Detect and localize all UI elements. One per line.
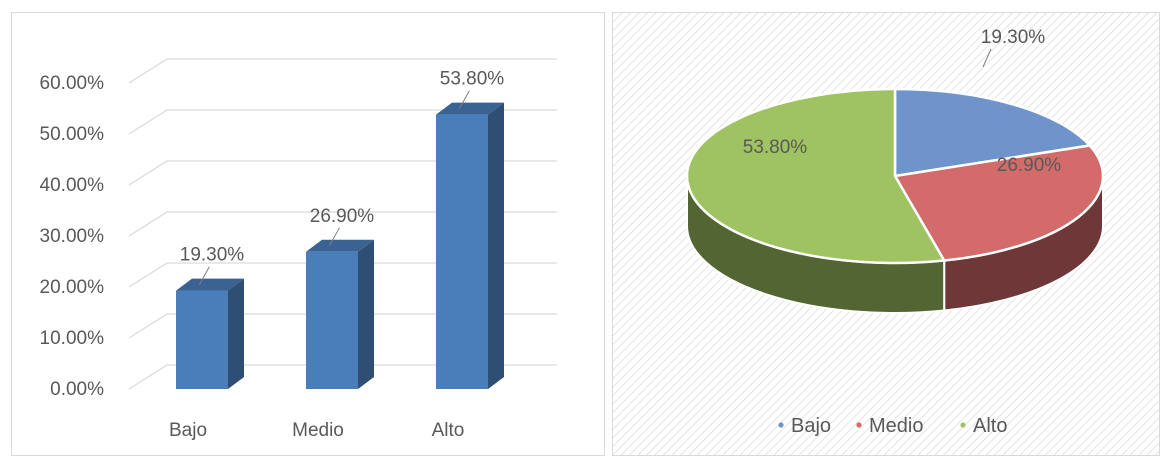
leader-line — [328, 227, 340, 247]
bar-front — [436, 114, 488, 390]
bar-alto — [436, 102, 504, 390]
bar-side — [488, 102, 504, 390]
x-tick-label: Alto — [432, 420, 465, 441]
pie-data-label: 26.90% — [997, 155, 1062, 176]
legend-label: Alto — [973, 415, 1007, 437]
legend-marker — [778, 422, 784, 428]
gridline — [128, 211, 557, 237]
x-tick-label: Medio — [292, 420, 344, 441]
x-tick-label: Bajo — [169, 420, 207, 441]
bar-side — [228, 278, 244, 389]
leader-line — [198, 266, 210, 285]
bar-front — [306, 251, 358, 389]
data-label: 53.80% — [440, 69, 505, 90]
gridline — [128, 313, 557, 339]
bar-front — [176, 290, 228, 389]
gridline — [128, 109, 557, 135]
y-tick-label: 0.00% — [50, 379, 104, 400]
gridline — [128, 364, 557, 390]
y-tick-label: 30.00% — [40, 226, 105, 247]
y-tick-label: 40.00% — [40, 175, 105, 196]
bar-top — [306, 239, 374, 252]
pie-data-label: 53.80% — [743, 137, 808, 158]
legend-label: Medio — [869, 415, 923, 437]
bar-top — [436, 102, 504, 115]
bar-chart-panel: 0.00% 10.00% 20.00% 30.00% 40.00% 50.00% 60.00… — [11, 12, 605, 456]
bar-medio — [306, 239, 374, 389]
bar-chart: 0.00% 10.00% 20.00% 30.00% 40.00% 50.00% 60.00… — [40, 58, 557, 441]
leader-line — [982, 48, 992, 68]
bar-top — [176, 278, 244, 291]
pie-chart-panel: 19.30% 26.90% 53.80% Bajo Medio Alto — [612, 12, 1160, 456]
gridline — [128, 262, 557, 288]
leader-line — [458, 90, 470, 109]
gridline — [128, 58, 557, 84]
legend: Bajo Medio Alto — [778, 415, 1007, 437]
bar-bajo — [176, 278, 244, 389]
data-label: 19.30% — [180, 245, 245, 266]
pie-slice-alto — [685, 87, 947, 265]
pie-slice-bajo — [893, 87, 1093, 178]
pie-data-label: 19.30% — [981, 27, 1046, 48]
y-tick-label: 20.00% — [40, 277, 105, 298]
pie-chart: 19.30% 26.90% 53.80% Bajo Medio Alto — [613, 13, 1159, 455]
y-tick-label: 50.00% — [40, 124, 105, 145]
pie-slice-medio — [892, 144, 1105, 262]
y-tick-label: 60.00% — [40, 73, 105, 94]
legend-label: Bajo — [791, 415, 831, 437]
bar-side — [358, 239, 374, 389]
data-label: 26.90% — [310, 206, 375, 227]
legend-marker — [960, 422, 966, 428]
legend-marker — [856, 422, 862, 428]
gridline — [128, 160, 557, 186]
y-tick-label: 10.00% — [40, 328, 105, 349]
